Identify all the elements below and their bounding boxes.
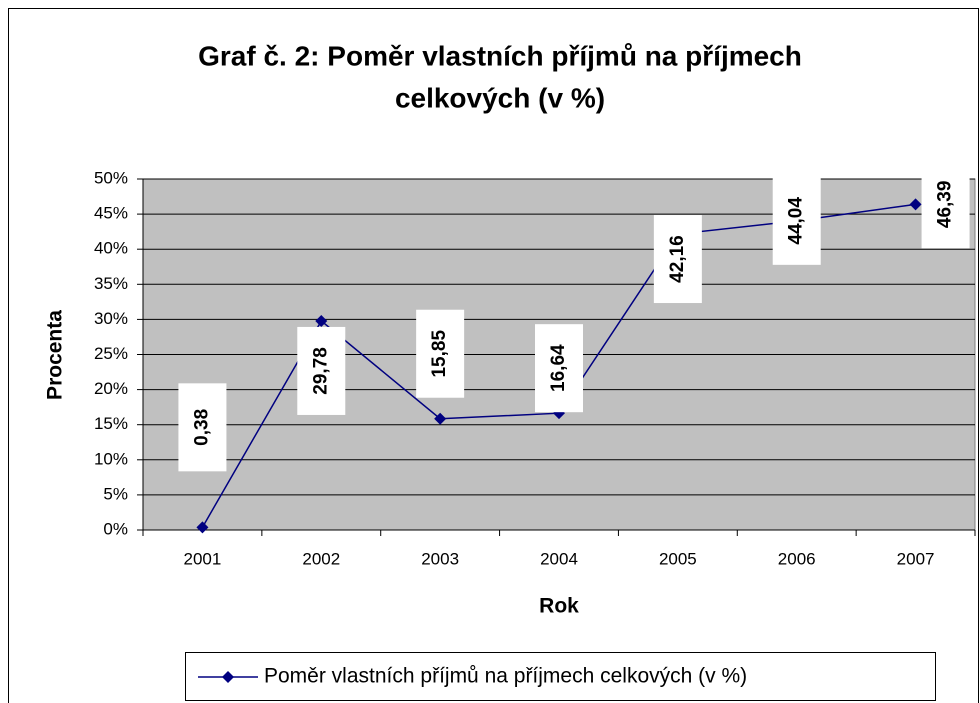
data-label: 15,85 <box>429 330 450 378</box>
y-tick-label: 35% <box>94 274 128 293</box>
data-point <box>196 521 209 534</box>
data-label: 42,16 <box>667 235 688 283</box>
y-tick-label: 45% <box>94 204 128 223</box>
y-tick-label: 15% <box>94 414 128 433</box>
legend-marker <box>222 671 234 683</box>
data-label: 0,38 <box>191 409 212 446</box>
x-tick-label: 2005 <box>659 549 697 568</box>
x-axis-label: Rok <box>539 595 579 618</box>
y-tick-label: 0% <box>103 519 128 538</box>
y-tick-label: 10% <box>94 449 128 468</box>
x-tick-label: 2006 <box>778 549 816 568</box>
y-tick-label: 25% <box>94 344 128 363</box>
chart-title: celkových (v %) <box>395 82 605 113</box>
y-tick-label: 30% <box>94 309 128 328</box>
data-label-bg <box>297 326 346 415</box>
y-tick-label: 50% <box>94 168 128 187</box>
legend-label: Poměr vlastních příjmů na příjmech celko… <box>264 665 747 688</box>
x-tick-label: 2001 <box>184 549 222 568</box>
x-tick-label: 2002 <box>302 549 340 568</box>
data-label-bg <box>653 215 702 304</box>
data-label-bg <box>535 324 583 413</box>
data-label-bg <box>921 160 970 249</box>
y-tick-label: 5% <box>103 484 128 503</box>
data-label: 46,39 <box>935 181 956 229</box>
data-label: 16,64 <box>548 344 569 392</box>
y-tick-label: 20% <box>94 379 128 398</box>
data-label-bg <box>772 176 821 265</box>
data-point <box>315 314 328 327</box>
x-tick-label: 2003 <box>421 549 459 568</box>
data-label-bg <box>178 383 227 472</box>
y-axis-label: Procenta <box>44 310 67 400</box>
data-label: 29,78 <box>310 347 331 395</box>
data-point <box>909 198 922 211</box>
chart-title: Graf č. 2: Poměr vlastních příjmů na pří… <box>198 40 802 71</box>
y-tick-label: 40% <box>94 239 128 258</box>
legend <box>185 652 936 701</box>
data-point <box>434 412 447 425</box>
data-label: 44,04 <box>786 197 807 245</box>
x-tick-label: 2007 <box>897 549 935 568</box>
data-label-bg <box>416 309 465 398</box>
x-tick-label: 2004 <box>540 549 578 568</box>
